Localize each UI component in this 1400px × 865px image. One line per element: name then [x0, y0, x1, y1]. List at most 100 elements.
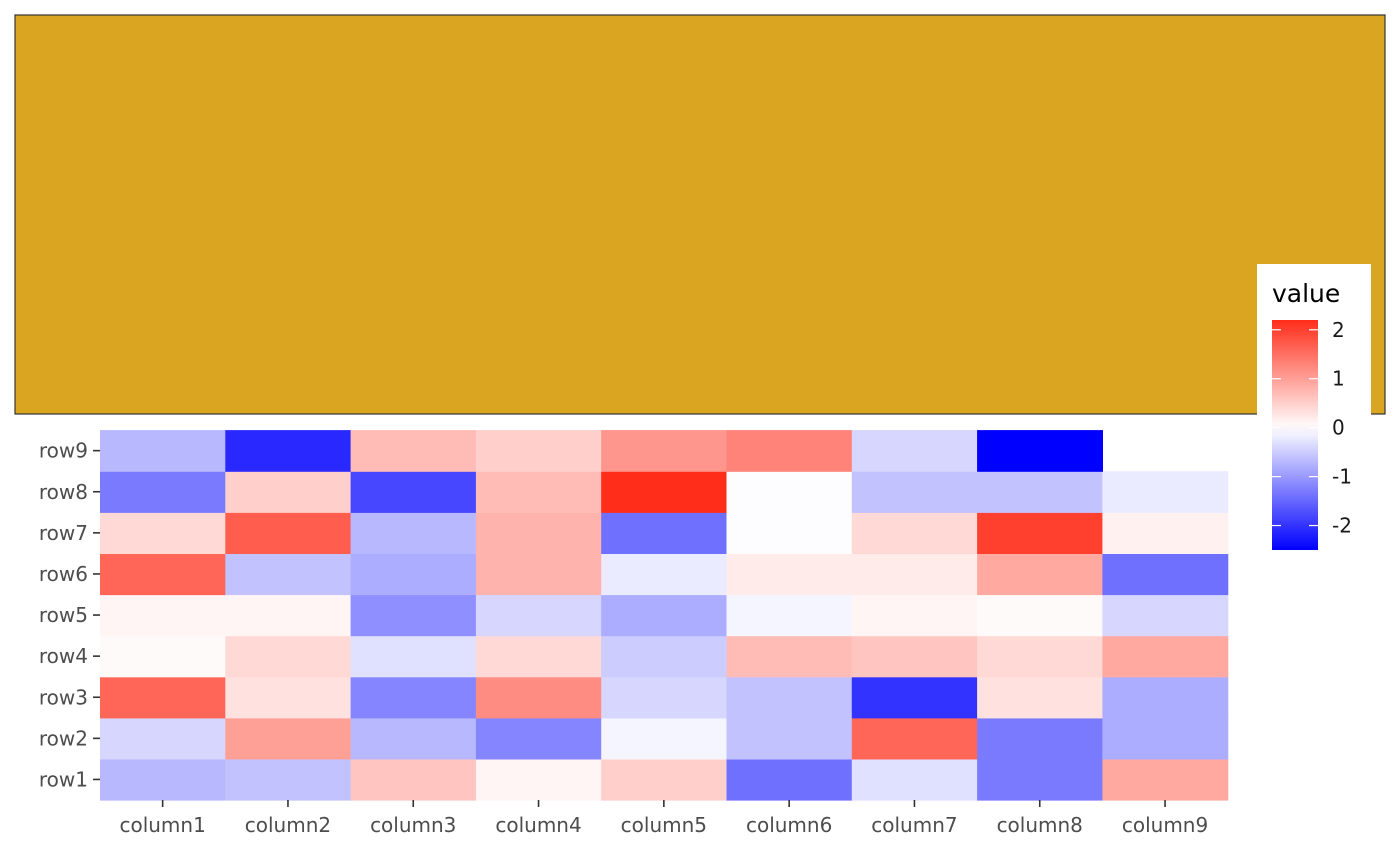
heatmap-cell-row6-column3 — [350, 553, 477, 596]
heatmap-cell-row3-column4 — [475, 676, 602, 719]
heatmap-cell-row2-column4 — [475, 717, 602, 760]
heatmap-cell-row7-column3 — [350, 512, 477, 554]
x-tick-label-column7: column7 — [871, 813, 957, 837]
heatmap-cell-row8-column8 — [977, 471, 1103, 513]
heatmap-cell-row9-column4 — [475, 430, 602, 472]
heatmap-cell-row2-column3 — [350, 717, 477, 760]
heatmap-cell-row7-column1 — [100, 512, 226, 554]
heatmap-cell-row4-column3 — [350, 635, 477, 678]
heatmap-cell-row2-column6 — [726, 717, 853, 760]
heatmap-cell-row9-column2 — [225, 430, 352, 472]
heatmap-cell-row1-column6 — [726, 758, 853, 801]
heatmap-cell-row5-column4 — [475, 594, 602, 637]
heatmap-cell-row4-column9 — [1102, 635, 1229, 678]
heatmap-cell-row6-column6 — [726, 553, 853, 596]
legend-tick-label: -2 — [1332, 514, 1352, 538]
heatmap-cell-row6-column1 — [100, 553, 226, 596]
legend-colorbar — [1272, 320, 1318, 550]
x-tick-label-column5: column5 — [621, 813, 707, 837]
heatmap-cell-row1-column7 — [851, 758, 978, 801]
heatmap-cell-row7-column8 — [977, 512, 1103, 554]
heatmap-cell-row1-column5 — [601, 758, 728, 801]
heatmap-cell-row7-column5 — [601, 512, 728, 554]
heatmap-cell-row2-column9 — [1102, 717, 1229, 760]
heatmap-cell-row2-column2 — [225, 717, 352, 760]
heatmap-cell-row6-column9 — [1102, 553, 1229, 596]
heatmap-cell-row5-column9 — [1102, 594, 1229, 637]
heatmap-cell-row6-column7 — [851, 553, 978, 596]
x-tick-label-column9: column9 — [1122, 813, 1208, 837]
heatmap-cell-row7-column4 — [475, 512, 602, 554]
heatmap-cell-row4-column6 — [726, 635, 853, 678]
x-tick-label-column4: column4 — [495, 813, 581, 837]
heatmap-cell-row8-column4 — [475, 471, 602, 513]
y-tick-label-row6: row6 — [39, 562, 88, 586]
heatmap-cell-row4-column2 — [225, 635, 352, 678]
heatmap-cell-row9-column6 — [726, 430, 853, 472]
x-tick-label-column6: column6 — [746, 813, 832, 837]
heatmap-cell-row1-column1 — [100, 758, 226, 801]
heatmap-cell-row4-column4 — [475, 635, 602, 678]
y-tick-label-row3: row3 — [39, 685, 88, 709]
heatmap-cell-row1-column9 — [1102, 758, 1229, 801]
heatmap-cell-row3-column6 — [726, 676, 853, 719]
heatmap-cell-row4-column7 — [851, 635, 978, 678]
x-tick-label-column3: column3 — [370, 813, 456, 837]
legend: value 2 1 0 -1 -2 — [1257, 264, 1371, 564]
heatmap-cell-row5-column6 — [726, 594, 853, 637]
heatmap-cell-row7-column2 — [225, 512, 352, 554]
legend-tick-label: -1 — [1332, 465, 1352, 489]
heatmap-cell-row6-column8 — [977, 553, 1103, 596]
heatmap-cell-row6-column4 — [475, 553, 602, 596]
heatmap-cell-row3-column9 — [1102, 676, 1229, 719]
heatmap-cell-row6-column5 — [601, 553, 728, 596]
heatmap-cell-row3-column3 — [350, 676, 477, 719]
y-axis: row1 row2 row3 row4 row5 row6 row7 row8 row9 — [39, 439, 100, 791]
heatmap-cell-row5-column8 — [977, 594, 1103, 637]
heatmap-cell-row9-column5 — [601, 430, 728, 472]
x-tick-label-column8: column8 — [997, 813, 1083, 837]
y-tick-label-row7: row7 — [39, 521, 88, 545]
heatmap-cell-row7-column9 — [1102, 512, 1229, 554]
top-panel — [14, 14, 1386, 415]
heatmap-cell-row8-column6 — [726, 471, 853, 513]
heatmap-cell-row8-column1 — [100, 471, 226, 513]
heatmap-cell-row9-column7 — [851, 430, 978, 472]
heatmap-cell-row3-column8 — [977, 676, 1103, 719]
heatmap-cell-row5-column7 — [851, 594, 978, 637]
heatmap-cell-row7-column7 — [851, 512, 978, 554]
y-tick-label-row8: row8 — [39, 480, 88, 504]
y-tick-label-row4: row4 — [39, 644, 88, 668]
heatmap-cell-row5-column3 — [350, 594, 477, 637]
heatmap-cell-row4-column1 — [100, 635, 226, 678]
heatmap-cell-row1-column3 — [350, 758, 477, 801]
heatmap-cell-row6-column2 — [225, 553, 352, 596]
x-axis: column1 column2 column3 column4 column5 colum… — [119, 800, 1208, 837]
heatmap-cell-row8-column7 — [851, 471, 978, 513]
heatmap-cell-row2-column1 — [100, 717, 226, 760]
x-tick-label-column2: column2 — [245, 813, 331, 837]
heatmap-cell-row8-column2 — [225, 471, 352, 513]
heatmap-cell-row5-column2 — [225, 594, 352, 637]
y-tick-label-row9: row9 — [39, 439, 88, 463]
y-tick-label-row5: row5 — [39, 603, 88, 627]
heatmap-cell-row1-column8 — [977, 758, 1103, 801]
heatmap-cell-row7-column6 — [726, 512, 853, 554]
heatmap-cell-row4-column8 — [977, 635, 1103, 678]
y-tick-label-row2: row2 — [39, 726, 88, 750]
heatmap-cell-row3-column5 — [601, 676, 728, 719]
heatmap-cell-row2-column7 — [851, 717, 978, 760]
y-tick-label-row1: row1 — [39, 767, 88, 791]
heatmap-cell-row9-column1 — [100, 430, 226, 472]
heatmap-cell-row8-column3 — [350, 471, 477, 513]
heatmap-cell-row8-column9 — [1102, 471, 1229, 513]
heatmap-cell-row5-column1 — [100, 594, 226, 637]
legend-tick-label: 0 — [1332, 416, 1345, 440]
heatmap-cell-row3-column1 — [100, 676, 226, 719]
heatmap-cell-row1-column4 — [475, 758, 602, 801]
heatmap-cells — [100, 430, 1229, 801]
heatmap-cell-row3-column7 — [851, 676, 978, 719]
heatmap-cell-row4-column5 — [601, 635, 728, 678]
heatmap-cell-row8-column5 — [601, 471, 728, 513]
